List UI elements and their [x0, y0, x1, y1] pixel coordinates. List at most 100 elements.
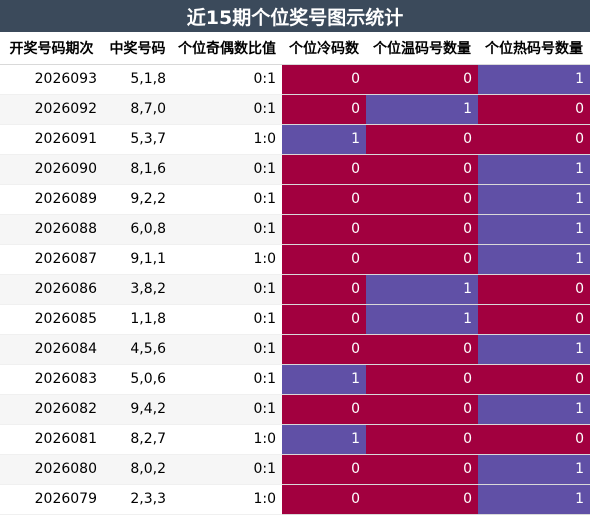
issue-cell: 2026083 — [0, 364, 103, 395]
table-row: 2026089 9,2,2 0:1 0 0 1 — [0, 184, 590, 215]
table-row: 2026079 2,3,3 1:0 0 0 1 — [0, 484, 590, 515]
warm-count-cell: 0 — [366, 394, 478, 425]
hot-count-cell: 1 — [478, 484, 590, 515]
table-body: 2026093 5,1,8 0:1 0 0 1 2026092 8,7,0 0:1 0 1 0 2026… — [0, 64, 590, 515]
table-row: 2026090 8,1,6 0:1 0 0 1 — [0, 154, 590, 185]
table-header-row: 开奖号码期次 中奖号码 个位奇偶数比值 个位冷码数 个位温码号数量 个位热码号数… — [0, 32, 590, 65]
numbers-cell: 3,8,2 — [103, 274, 172, 305]
numbers-cell: 5,0,6 — [103, 364, 172, 395]
numbers-cell: 4,5,6 — [103, 334, 172, 365]
cold-count-cell: 0 — [282, 304, 366, 335]
ratio-cell: 0:1 — [172, 394, 282, 425]
ratio-cell: 1:0 — [172, 244, 282, 275]
cold-count-cell: 0 — [282, 64, 366, 95]
numbers-cell: 8,7,0 — [103, 94, 172, 125]
ratio-cell: 1:0 — [172, 124, 282, 155]
numbers-cell: 8,2,7 — [103, 424, 172, 455]
cold-count-cell: 0 — [282, 484, 366, 515]
warm-count-cell: 1 — [366, 274, 478, 305]
warm-count-cell: 0 — [366, 64, 478, 95]
cold-count-cell: 1 — [282, 364, 366, 395]
table-row: 2026093 5,1,8 0:1 0 0 1 — [0, 64, 590, 95]
ratio-cell: 0:1 — [172, 304, 282, 335]
issue-cell: 2026088 — [0, 214, 103, 245]
numbers-cell: 8,1,6 — [103, 154, 172, 185]
warm-count-cell: 0 — [366, 244, 478, 275]
warm-count-cell: 0 — [366, 424, 478, 455]
table-row: 2026083 5,0,6 0:1 1 0 0 — [0, 364, 590, 395]
table-row: 2026091 5,3,7 1:0 1 0 0 — [0, 124, 590, 155]
ratio-cell: 0:1 — [172, 214, 282, 245]
hot-count-cell: 0 — [478, 94, 590, 125]
ratio-cell: 0:1 — [172, 64, 282, 95]
cold-count-cell: 1 — [282, 124, 366, 155]
hot-count-cell: 0 — [478, 304, 590, 335]
numbers-cell: 1,1,8 — [103, 304, 172, 335]
warm-count-cell: 0 — [366, 454, 478, 485]
cold-count-cell: 0 — [282, 454, 366, 485]
warm-count-cell: 0 — [366, 154, 478, 185]
hot-count-cell: 1 — [478, 154, 590, 185]
cold-count-cell: 0 — [282, 214, 366, 245]
issue-cell: 2026079 — [0, 484, 103, 515]
ratio-cell: 0:1 — [172, 184, 282, 215]
table-row: 2026092 8,7,0 0:1 0 1 0 — [0, 94, 590, 125]
table-row: 2026084 4,5,6 0:1 0 0 1 — [0, 334, 590, 365]
hot-count-cell: 0 — [478, 424, 590, 455]
table-row: 2026086 3,8,2 0:1 0 1 0 — [0, 274, 590, 305]
issue-cell: 2026081 — [0, 424, 103, 455]
hot-count-cell: 1 — [478, 454, 590, 485]
ratio-cell: 0:1 — [172, 334, 282, 365]
numbers-cell: 2,3,3 — [103, 484, 172, 515]
header-issue: 开奖号码期次 — [0, 32, 103, 65]
ratio-cell: 0:1 — [172, 454, 282, 485]
warm-count-cell: 1 — [366, 94, 478, 125]
hot-count-cell: 1 — [478, 394, 590, 425]
issue-cell: 2026091 — [0, 124, 103, 155]
issue-cell: 2026082 — [0, 394, 103, 425]
ratio-cell: 1:0 — [172, 484, 282, 515]
issue-cell: 2026090 — [0, 154, 103, 185]
page-title: 近15期个位奖号图示统计 — [0, 0, 590, 32]
numbers-cell: 9,2,2 — [103, 184, 172, 215]
table-row: 2026087 9,1,1 1:0 0 0 1 — [0, 244, 590, 275]
hot-count-cell: 0 — [478, 364, 590, 395]
issue-cell: 2026080 — [0, 454, 103, 485]
issue-cell: 2026084 — [0, 334, 103, 365]
table-row: 2026088 6,0,8 0:1 0 0 1 — [0, 214, 590, 245]
numbers-cell: 5,3,7 — [103, 124, 172, 155]
numbers-cell: 8,0,2 — [103, 454, 172, 485]
table-row: 2026080 8,0,2 0:1 0 0 1 — [0, 454, 590, 485]
cold-count-cell: 0 — [282, 244, 366, 275]
cold-count-cell: 0 — [282, 394, 366, 425]
numbers-cell: 9,4,2 — [103, 394, 172, 425]
numbers-cell: 5,1,8 — [103, 64, 172, 95]
cold-count-cell: 0 — [282, 274, 366, 305]
cold-count-cell: 0 — [282, 334, 366, 365]
hot-count-cell: 0 — [478, 124, 590, 155]
hot-count-cell: 1 — [478, 334, 590, 365]
header-cold-count: 个位冷码数 — [282, 32, 366, 65]
issue-cell: 2026089 — [0, 184, 103, 215]
numbers-cell: 6,0,8 — [103, 214, 172, 245]
hot-count-cell: 1 — [478, 214, 590, 245]
cold-count-cell: 0 — [282, 154, 366, 185]
header-numbers: 中奖号码 — [103, 32, 172, 65]
ratio-cell: 0:1 — [172, 94, 282, 125]
hot-count-cell: 1 — [478, 244, 590, 275]
hot-count-cell: 0 — [478, 274, 590, 305]
cold-count-cell: 0 — [282, 184, 366, 215]
hot-count-cell: 1 — [478, 184, 590, 215]
issue-cell: 2026087 — [0, 244, 103, 275]
ratio-cell: 1:0 — [172, 424, 282, 455]
ratio-cell: 0:1 — [172, 364, 282, 395]
numbers-cell: 9,1,1 — [103, 244, 172, 275]
issue-cell: 2026092 — [0, 94, 103, 125]
warm-count-cell: 0 — [366, 484, 478, 515]
cold-count-cell: 1 — [282, 424, 366, 455]
issue-cell: 2026085 — [0, 304, 103, 335]
warm-count-cell: 0 — [366, 364, 478, 395]
hot-count-cell: 1 — [478, 64, 590, 95]
header-warm-count: 个位温码号数量 — [366, 32, 478, 65]
warm-count-cell: 0 — [366, 334, 478, 365]
